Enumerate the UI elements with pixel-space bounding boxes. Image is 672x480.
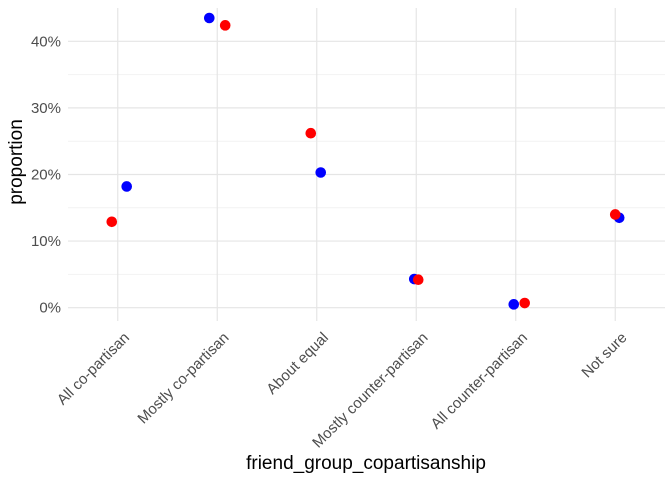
y-tick-label: 30% xyxy=(31,100,61,117)
y-tick-label: 40% xyxy=(31,33,61,50)
data-point xyxy=(203,12,215,24)
data-point xyxy=(315,167,327,178)
x-tick-label: Not sure xyxy=(578,329,630,381)
data-point xyxy=(412,274,424,286)
y-tick-label: 10% xyxy=(31,233,61,250)
data-point xyxy=(508,299,520,310)
data-point xyxy=(609,209,621,220)
x-tick-label: About equal xyxy=(263,329,332,398)
x-tick-label: All counter-partisan xyxy=(428,329,531,432)
y-tick-label: 20% xyxy=(31,166,61,183)
x-tick-label: Mostly counter-partisan xyxy=(309,329,431,451)
y-tick-label: 0% xyxy=(39,300,61,317)
y-tick-labels: 0% 10% 20% 30% 40% xyxy=(31,33,61,316)
grid xyxy=(68,8,665,321)
y-axis-title: proportion xyxy=(6,119,27,205)
data-point xyxy=(121,181,133,192)
data-point xyxy=(219,20,231,31)
data-point xyxy=(305,127,317,139)
data-points xyxy=(106,12,625,310)
x-tick-label: Mostly co-partisan xyxy=(134,329,232,427)
x-tick-label: All co-partisan xyxy=(54,329,133,408)
x-tick-labels: All co-partisan Mostly co-partisan About e… xyxy=(54,329,631,451)
x-axis-title: friend_group_copartisanship xyxy=(246,453,486,474)
data-point xyxy=(519,297,531,309)
data-point xyxy=(106,216,118,228)
